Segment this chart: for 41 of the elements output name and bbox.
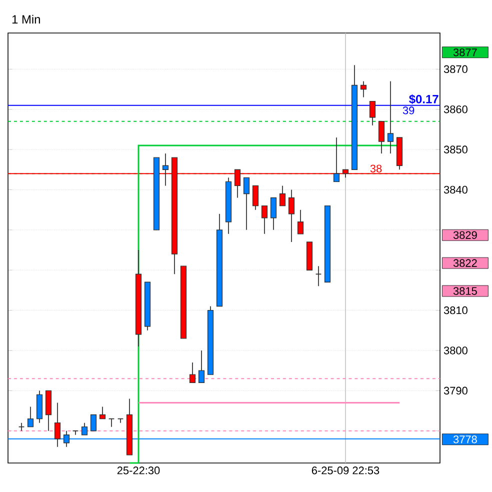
- y-tick-label: 3850: [444, 146, 468, 154]
- candlestick: [297, 209, 304, 234]
- annotation: 39: [402, 106, 414, 114]
- candlestick: [54, 402, 61, 448]
- candlestick: [252, 185, 259, 210]
- text: $0.17: [409, 94, 438, 104]
- candlestick: [369, 100, 376, 126]
- y-tick-label: 3860: [444, 105, 468, 114]
- x-tick-label: 25-22:30: [117, 466, 160, 474]
- candlestick: [378, 120, 385, 154]
- y-tick-label: 3810: [444, 306, 468, 314]
- candlestick: [99, 406, 106, 420]
- candlestick: [27, 406, 34, 428]
- text: 3829: [453, 231, 477, 239]
- candlestick: [288, 189, 295, 242]
- candlestick: [243, 177, 250, 230]
- candlestick: [90, 414, 97, 432]
- chart-title: 1 Min: [12, 14, 40, 24]
- y-tick-label: 3840: [444, 186, 468, 194]
- candlestick: [360, 80, 367, 98]
- candlestick: [189, 362, 196, 384]
- candlestick: [270, 197, 277, 230]
- candlestick: [261, 205, 268, 234]
- candlestick: [333, 137, 340, 182]
- annotation: 38: [370, 164, 382, 172]
- text: 3815: [453, 287, 477, 295]
- x-tick-label: 6-25-09 22:53: [312, 466, 380, 474]
- text: 3822: [453, 259, 477, 267]
- candlestick: [72, 430, 79, 436]
- y-tick-label: 3790: [444, 386, 468, 395]
- candlestick: [279, 185, 286, 206]
- candlestick: [162, 153, 169, 186]
- candlestick: [315, 266, 322, 287]
- candlestick: [198, 350, 205, 384]
- text: 3778: [453, 435, 477, 444]
- candlestick: [387, 80, 394, 154]
- y-tick-label: 3870: [444, 65, 468, 74]
- y-tick-label: 3800: [444, 346, 468, 354]
- candlestick: [81, 422, 88, 436]
- text: 3877: [453, 48, 477, 56]
- candlestick: [18, 422, 25, 432]
